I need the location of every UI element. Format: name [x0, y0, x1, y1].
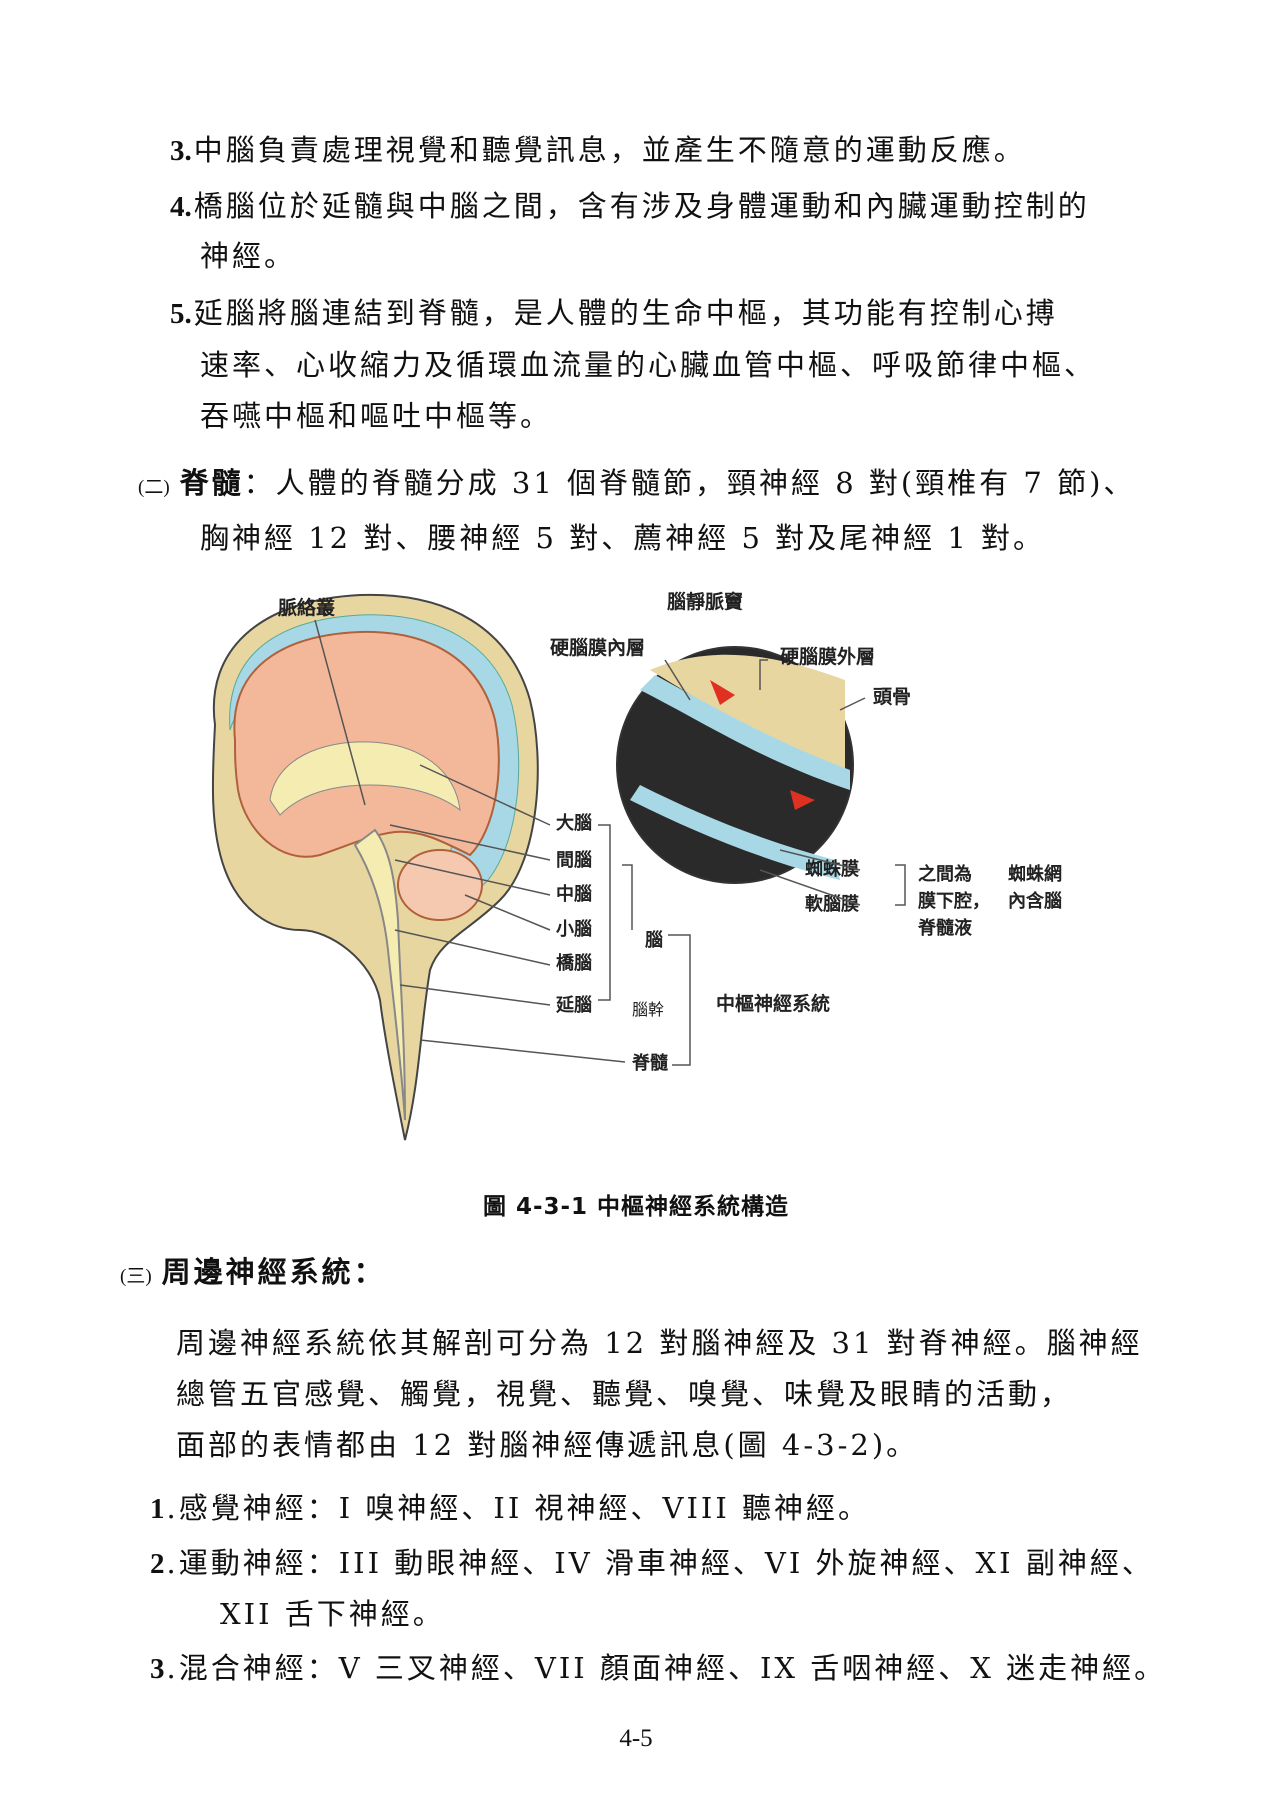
label-pons: 橋腦: [556, 952, 592, 974]
nerve-item-1-number: 1: [150, 1493, 165, 1525]
item-5-text-line2: 速率、心收縮力及循環血流量的心臟血管中樞、呼吸節律中樞、: [200, 348, 1097, 382]
label-web-1: 蜘蛛網: [1008, 863, 1062, 885]
spinal-line2: 胸神經 12 對、腰神經 5 對、薦神經 5 對及尾神經 1 對。: [200, 521, 1046, 555]
item-5-text-line3: 吞嚥中樞和嘔吐中樞等。: [200, 399, 553, 433]
nerve-item-2: 2.運動神經：III 動眼神經、IV 滑車神經、VI 外旋神經、XI 副神經、: [150, 1545, 1154, 1582]
item-5-number: 5.: [170, 298, 192, 330]
figure-caption: 圖 4-3-1 中樞神經系統構造: [482, 1194, 790, 1220]
peripheral-heading: (三) 周邊神經系統：: [120, 1254, 386, 1295]
label-midbrain: 中腦: [556, 883, 592, 905]
item-5-text-line1: 延腦將腦連結到脊髓，是人體的生命中樞，其功能有控制心搏: [193, 296, 1058, 330]
zoom-arrow-1: [710, 680, 735, 705]
peripheral-title: 周邊神經系統：: [161, 1255, 386, 1289]
page-number: 4-5: [619, 1725, 653, 1752]
peripheral-para-line2: 總管五官感覺、觸覺，視覺、聽覺、嗅覺、味覺及眼睛的活動，: [176, 1377, 1073, 1411]
nerve-item-2-number: 2: [150, 1548, 165, 1580]
item-3: 3.中腦負責處理視覺和聽覺訊息，並產生不隨意的運動反應。: [170, 132, 1026, 169]
nerve-item-1-text: .感覺神經：I 嗅神經、II 視神經、VIII 聽神經。: [166, 1491, 871, 1525]
label-between-2: 膜下腔，: [917, 890, 990, 912]
label-diencephalon: 間腦: [556, 849, 592, 871]
label-choroid-plexus: 脈絡叢: [278, 596, 335, 619]
zoom-dura-layer: [640, 675, 850, 790]
label-dural-sinus: 腦靜脈竇: [667, 590, 743, 613]
label-between-3: 脊髓液: [917, 917, 973, 939]
item-4-text-line1: 橋腦位於延髓與中腦之間，含有涉及身體運動和內臟運動控制的: [193, 189, 1090, 223]
nerve-item-1: 1.感覺神經：I 嗅神經、II 視神經、VIII 聽神經。: [150, 1490, 870, 1527]
item-3-text: 中腦負責處理視覺和聽覺訊息，並產生不隨意的運動反應。: [193, 133, 1026, 167]
item-4-number: 4.: [170, 191, 192, 223]
label-arachnoid: 蜘蛛膜: [805, 858, 859, 880]
label-brainstem: 腦幹: [632, 1000, 664, 1019]
spinal-line1: ：人體的脊髓分成 31 個脊髓節，頸神經 8 對(頸椎有 7 節)、: [243, 466, 1136, 500]
label-brain: 腦: [645, 929, 663, 951]
peripheral-para-line1: 周邊神經系統依其解剖可分為 12 對腦神經及 31 對脊神經。腦神經: [176, 1326, 1143, 1360]
label-cerebrum: 大腦: [556, 812, 592, 834]
label-dura-outer: 硬腦膜外層: [780, 645, 875, 668]
brainstem-shape: [353, 828, 406, 1121]
peripheral-marker: (三): [120, 1266, 152, 1287]
item-4-text-line2: 神經。: [200, 239, 297, 273]
nerve-item-2-cont: XII 舌下神經。: [220, 1597, 445, 1631]
label-spinal-cord: 脊髓: [631, 1052, 669, 1074]
peripheral-para-line3: 面部的表情都由 12 對腦神經傳遞訊息(圖 4-3-2)。: [176, 1428, 919, 1462]
nerve-item-2-text: .運動神經：III 動眼神經、IV 滑車神經、VI 外旋神經、XI 副神經、: [166, 1546, 1154, 1580]
corpus-callosum: [269, 741, 461, 816]
zoom-skull-layer: [650, 654, 845, 770]
label-cns: 中樞神經系統: [716, 992, 830, 1015]
spinal-marker: (二): [138, 477, 170, 498]
nerve-item-3: 3.混合神經：V 三叉神經、VII 顏面神經、IX 舌咽神經、X 迷走神經。: [150, 1650, 1166, 1687]
cerebellum-shape: [397, 849, 483, 921]
item-3-number: 3.: [170, 135, 192, 167]
item-4: 4.橋腦位於延髓與中腦之間，含有涉及身體運動和內臟運動控制的: [170, 188, 1090, 225]
nerve-item-3-text: .混合神經：V 三叉神經、VII 顏面神經、IX 舌咽神經、X 迷走神經。: [166, 1651, 1167, 1685]
leader-lines: [314, 619, 906, 1066]
item-5: 5.延腦將腦連結到脊髓，是人體的生命中樞，其功能有控制心搏: [170, 295, 1058, 332]
label-cerebellum: 小腦: [556, 918, 592, 940]
zoom-arrow-2: [790, 790, 815, 810]
label-pia: 軟腦膜: [805, 893, 859, 915]
label-skull: 頭骨: [873, 686, 911, 708]
label-medulla: 延腦: [555, 994, 592, 1016]
nerve-item-3-number: 3: [150, 1653, 165, 1685]
label-dura-inner: 硬腦膜內層: [550, 636, 645, 659]
label-between-1: 之間為: [918, 863, 972, 885]
label-web-2: 內含腦: [1008, 890, 1062, 912]
spinal-section: (二) 脊髓：人體的脊髓分成 31 個脊髓節，頸神經 8 對(頸椎有 7 節)、: [138, 465, 1135, 506]
zoom-csf: [630, 785, 840, 880]
spinal-title: 脊髓: [179, 466, 244, 500]
